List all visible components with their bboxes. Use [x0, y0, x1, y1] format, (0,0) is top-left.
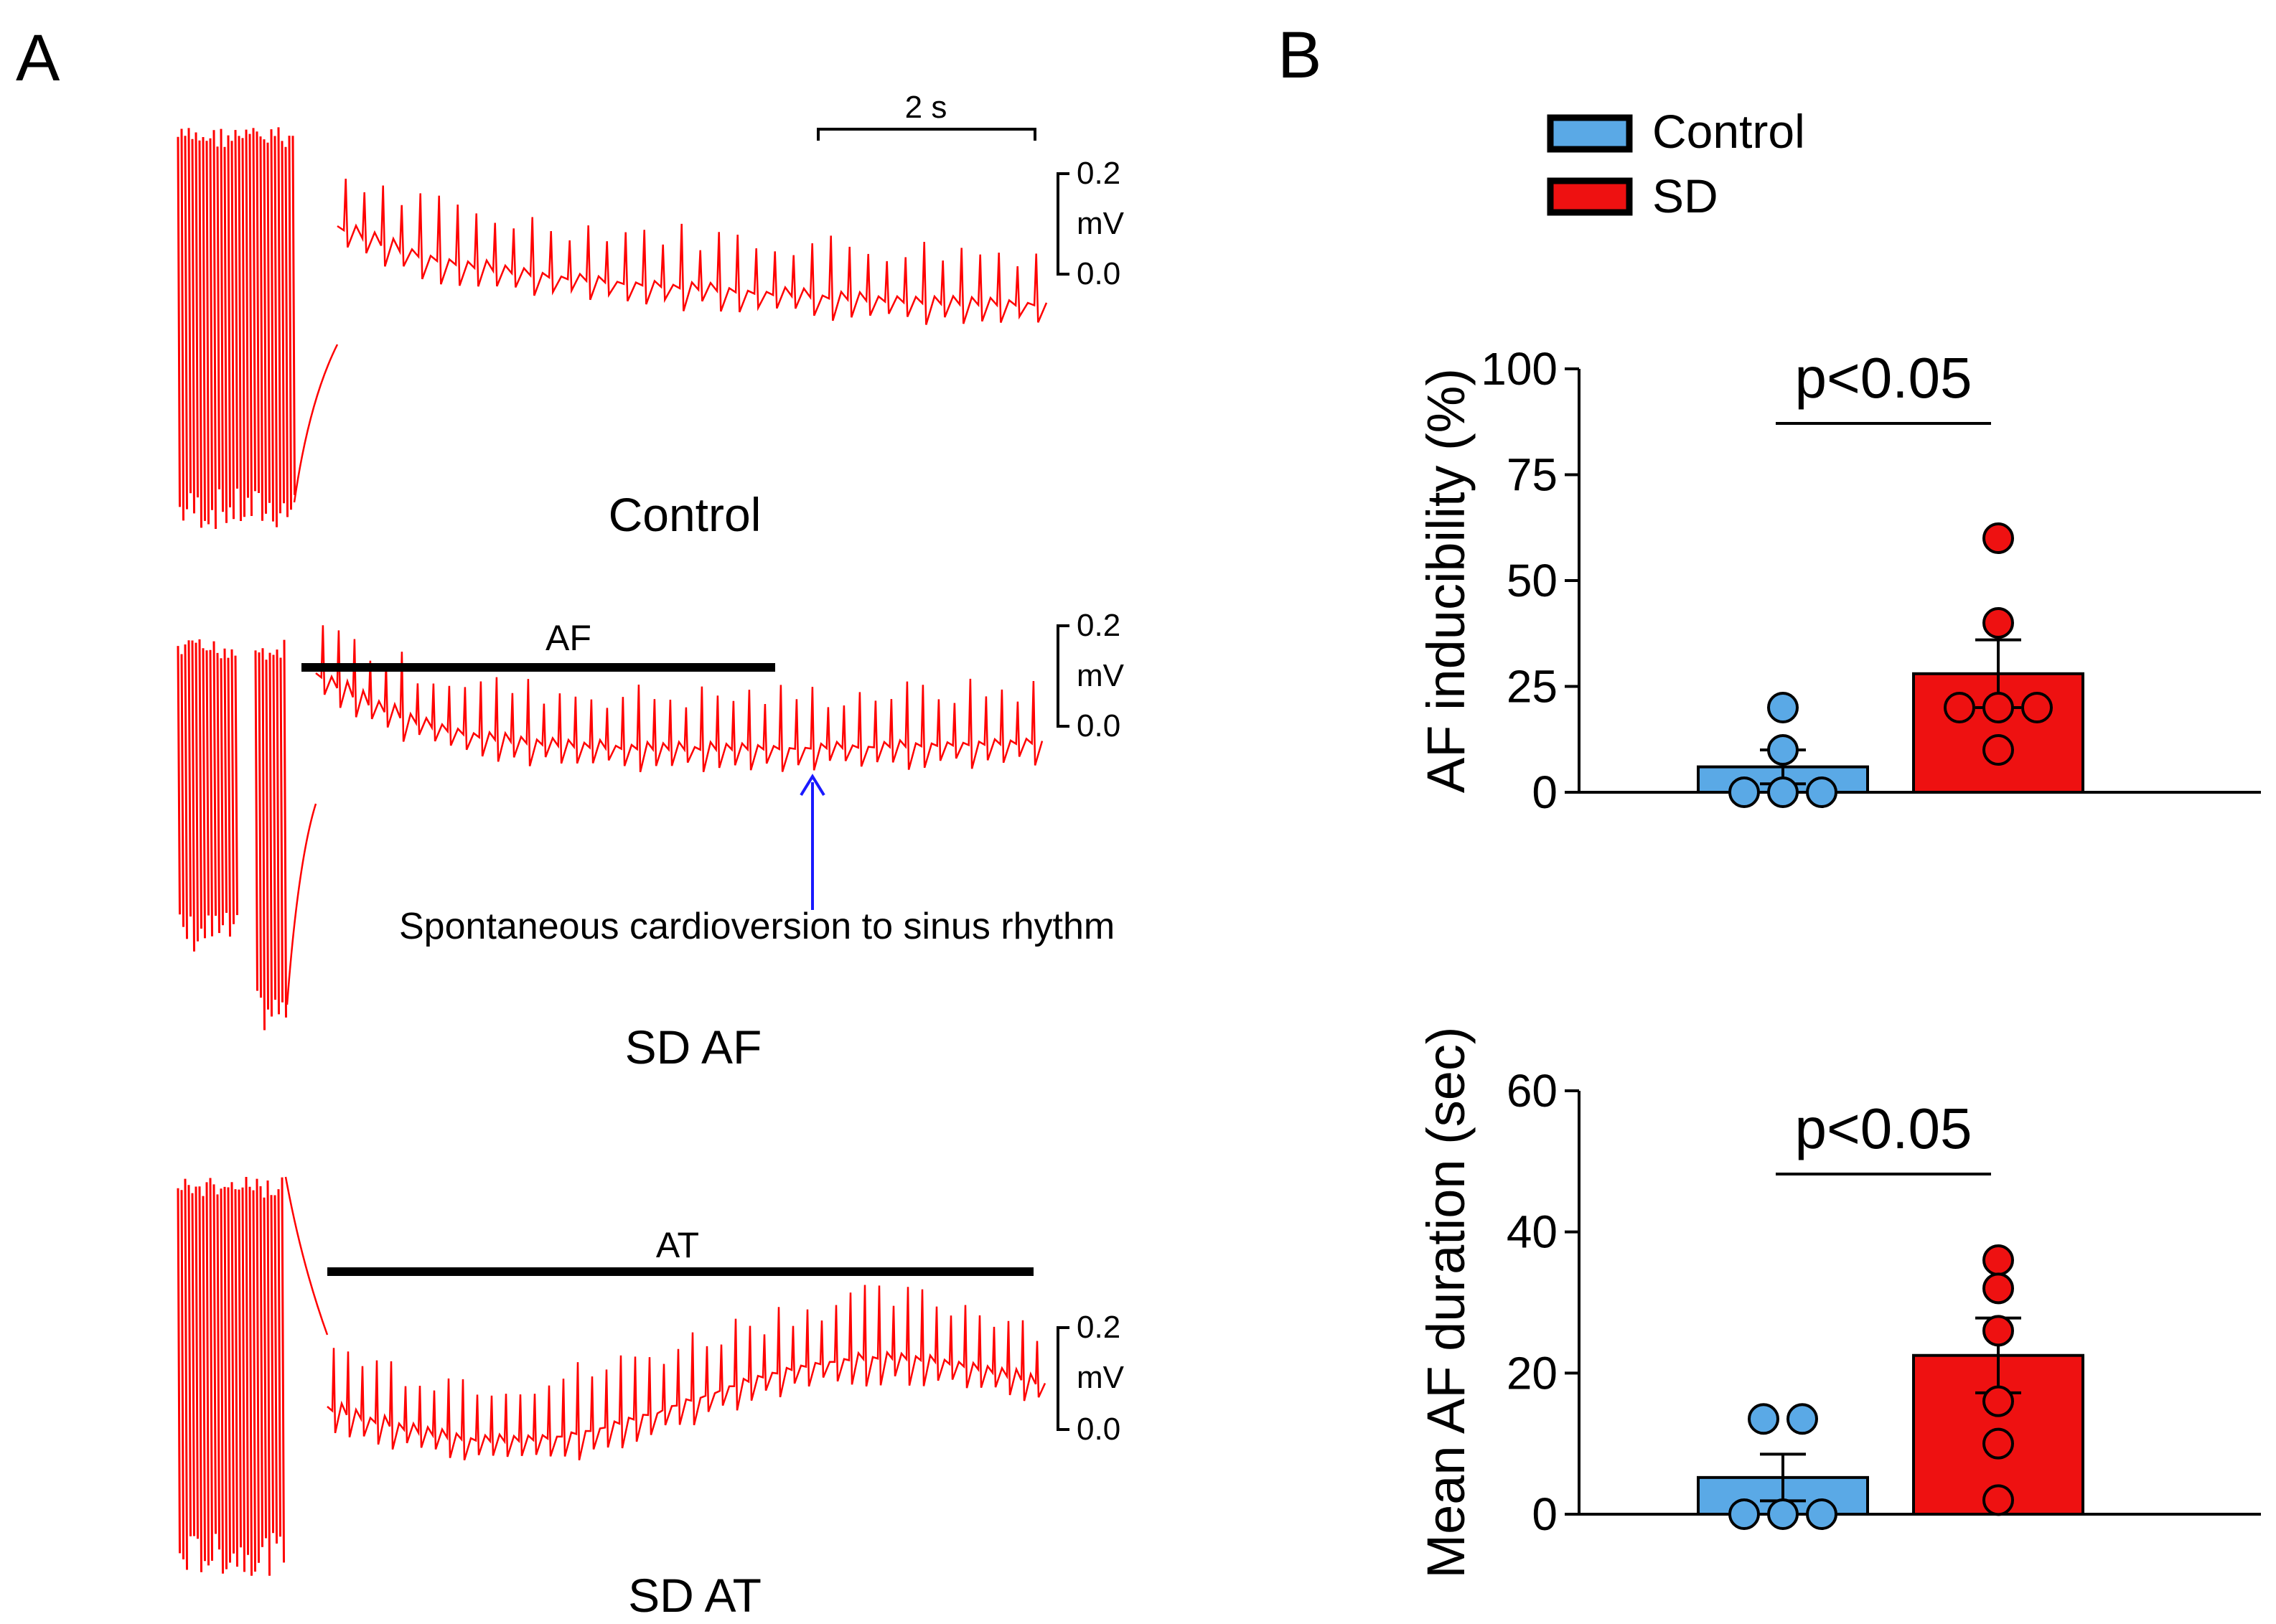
- data-point-control: [1767, 734, 1799, 766]
- y-tick-label: 0: [1532, 1488, 1558, 1540]
- panel-b-label: B: [1278, 19, 1321, 92]
- data-point-sd: [1944, 692, 1975, 723]
- time-scale-bar: 2 s: [817, 90, 1036, 141]
- significance-label: p<0.05: [1795, 346, 1972, 410]
- ecg-trace-sd-at: [177, 1176, 1046, 1576]
- amp-unit-label: mV: [1077, 658, 1125, 693]
- y-tick-label: 75: [1507, 449, 1558, 501]
- amp-bottom-label: 0.0: [1077, 256, 1120, 291]
- data-point-sd: [1982, 1484, 2014, 1516]
- amp-bottom-label: 0.0: [1077, 708, 1120, 743]
- chart-af-duration: 0 20 40 60 Mean AF duration (sec) p<0.05: [1416, 1026, 2261, 1579]
- panel-a-label: A: [16, 22, 60, 95]
- legend-item-control: Control: [1547, 105, 1805, 158]
- y-tick-label: 40: [1507, 1206, 1558, 1258]
- y-axis-label: AF inducibility (%): [1416, 368, 1476, 793]
- trace-label-control: Control: [609, 488, 762, 541]
- amp-bottom-label: 0.0: [1077, 1412, 1120, 1447]
- data-point-sd: [1982, 1315, 2014, 1347]
- data-point-control: [1728, 776, 1760, 808]
- amp-top-label: 0.2: [1077, 608, 1120, 643]
- amp-scale-control: 0.2 mV 0.0: [1057, 156, 1125, 291]
- y-tick-label: 0: [1532, 766, 1558, 818]
- ecg-trace-sd-af: [177, 625, 1044, 1031]
- y-tick-label: 50: [1507, 555, 1558, 606]
- cardioversion-annotation: Spontaneous cardioversion to sinus rhyth…: [399, 906, 1115, 947]
- trace-label-sd-at: SD AT: [628, 1569, 762, 1622]
- data-point-sd: [1982, 1244, 2014, 1276]
- y-tick-label: 100: [1481, 343, 1558, 395]
- amp-unit-label: mV: [1077, 1360, 1125, 1395]
- amp-top-label: 0.2: [1077, 1310, 1120, 1345]
- amp-scale-sd-at: 0.2 mV 0.0: [1057, 1310, 1125, 1447]
- data-point-sd: [1982, 1272, 2014, 1305]
- at-episode-bar: AT: [327, 1225, 1034, 1276]
- data-point-sd: [2021, 692, 2053, 723]
- trace-label-sd-af: SD AF: [625, 1020, 762, 1074]
- y-tick-label: 60: [1507, 1065, 1558, 1117]
- at-episode-label: AT: [656, 1225, 699, 1265]
- data-point-sd: [1982, 692, 2014, 723]
- af-episode-bar: AF: [301, 618, 775, 672]
- data-point-control: [1748, 1403, 1779, 1435]
- legend-swatch-control: [1547, 114, 1633, 153]
- data-point-sd: [1982, 1427, 2014, 1460]
- data-point-control: [1806, 776, 1837, 808]
- data-point-control: [1806, 1498, 1837, 1530]
- amp-scale-sd-af: 0.2 mV 0.0: [1057, 608, 1125, 743]
- data-point-control: [1728, 1498, 1760, 1530]
- significance-label: p<0.05: [1795, 1097, 1972, 1160]
- legend-swatch-sd: [1547, 177, 1633, 216]
- af-episode-label: AF: [545, 618, 591, 658]
- cardioversion-arrow: [800, 774, 825, 910]
- data-point-sd: [1982, 522, 2014, 554]
- data-point-control: [1786, 1403, 1818, 1435]
- data-point-sd: [1982, 734, 2014, 766]
- data-point-control: [1767, 776, 1799, 808]
- legend-item-sd: SD: [1547, 169, 1718, 222]
- amp-top-label: 0.2: [1077, 156, 1120, 191]
- y-axis-label: Mean AF duration (sec): [1416, 1026, 1476, 1578]
- data-point-sd: [1982, 1385, 2014, 1417]
- data-point-control: [1767, 692, 1799, 723]
- legend: Control SD: [1547, 105, 1805, 222]
- ecg-trace-control: [177, 127, 1048, 530]
- amp-unit-label: mV: [1077, 206, 1125, 241]
- data-point-control: [1767, 1498, 1799, 1530]
- y-tick-label: 25: [1507, 661, 1558, 713]
- legend-label-sd: SD: [1652, 169, 1718, 222]
- time-scale-label: 2 s: [905, 90, 947, 125]
- data-point-sd: [1982, 607, 2014, 639]
- legend-label-control: Control: [1652, 105, 1805, 158]
- y-tick-label: 20: [1507, 1347, 1558, 1399]
- bar-sd: [1912, 672, 2084, 794]
